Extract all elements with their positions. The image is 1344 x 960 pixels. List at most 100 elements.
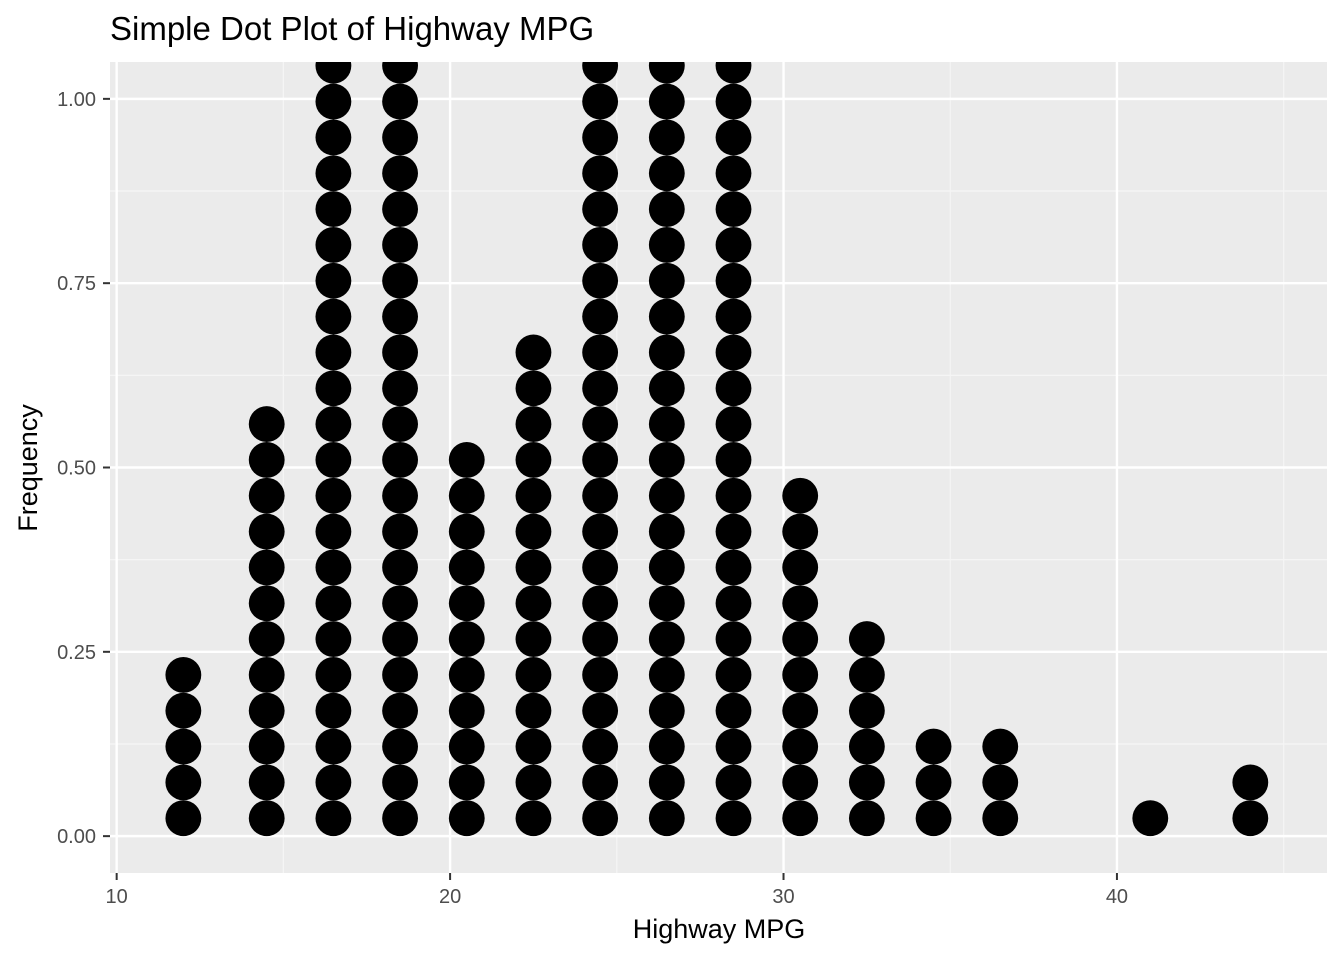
dot: [648, 800, 685, 837]
dot: [715, 441, 752, 478]
dot: [715, 298, 752, 335]
dot: [448, 585, 485, 622]
dot: [315, 370, 352, 407]
dot: [715, 227, 752, 263]
dot: [448, 656, 485, 693]
dot: [582, 513, 619, 550]
dot: [715, 549, 752, 586]
dot: [248, 728, 285, 765]
dot: [782, 585, 819, 622]
dot: [582, 83, 619, 120]
dot: [248, 585, 285, 622]
dot: [648, 728, 685, 765]
x-axis: 10 20 30 40: [106, 873, 1128, 908]
dot: [715, 262, 752, 299]
dot: [315, 477, 352, 514]
dot: [848, 621, 885, 657]
dot: [448, 764, 485, 801]
dot: [648, 513, 685, 550]
dot: [582, 370, 619, 407]
dot: [515, 585, 552, 622]
dot: [448, 477, 485, 514]
dot: [315, 549, 352, 586]
dot: [448, 621, 485, 657]
y-axis: 0.00 0.25 0.50 0.75 1.00: [57, 89, 110, 848]
dot: [582, 334, 619, 371]
dot: [648, 764, 685, 801]
dot: [382, 155, 418, 192]
dot: [315, 298, 352, 335]
dot: [715, 692, 752, 729]
dot: [315, 262, 352, 299]
dot: [382, 477, 418, 514]
y-axis-title: Frequency: [13, 404, 43, 532]
dot: [648, 227, 685, 263]
dot: [315, 585, 352, 622]
dot: [648, 62, 685, 84]
dot: [715, 656, 752, 693]
dot: [848, 764, 885, 801]
dot: [582, 549, 619, 586]
dot: [315, 119, 352, 156]
dot: [782, 477, 819, 514]
dot: [315, 513, 352, 550]
dot: [515, 764, 552, 801]
dot: [782, 513, 819, 550]
dot: [515, 370, 552, 407]
dot: [382, 298, 418, 335]
dot: [382, 764, 418, 801]
y-tick-label: 0.00: [57, 826, 96, 848]
dot: [648, 585, 685, 622]
dot: [915, 800, 952, 837]
dot: [582, 764, 619, 801]
dot: [782, 764, 819, 801]
dot: [382, 656, 418, 693]
dot: [582, 298, 619, 335]
dot: [315, 62, 352, 84]
dot: [582, 441, 619, 478]
dot: [515, 477, 552, 514]
dot: [315, 191, 352, 228]
dot: [648, 119, 685, 156]
y-tick-label: 0.50: [57, 458, 96, 480]
dot: [382, 62, 418, 84]
chart-title: Simple Dot Plot of Highway MPG: [110, 10, 594, 47]
dot: [315, 406, 352, 442]
dot: [382, 191, 418, 228]
dot: [515, 800, 552, 837]
dot: [248, 513, 285, 550]
dot: [915, 728, 952, 765]
dot: [715, 370, 752, 407]
dot: [515, 692, 552, 729]
dot: [715, 513, 752, 550]
dot: [715, 621, 752, 657]
dot: [715, 585, 752, 622]
dot: [715, 764, 752, 801]
dot: [165, 800, 202, 837]
dot: [648, 692, 685, 729]
dot: [382, 83, 418, 120]
dot: [648, 656, 685, 693]
dot: [582, 227, 619, 263]
dot: [715, 119, 752, 156]
dot: [848, 692, 885, 729]
dot: [448, 441, 485, 478]
y-tick-label: 0.75: [57, 273, 96, 295]
y-tick-label: 1.00: [57, 89, 96, 111]
dot: [648, 441, 685, 478]
dot: [782, 728, 819, 765]
dot: [515, 549, 552, 586]
x-tick-label: 30: [772, 886, 794, 908]
dot: [582, 692, 619, 729]
dot: [448, 800, 485, 837]
dot: [715, 406, 752, 442]
dot: [715, 191, 752, 228]
dot: [382, 585, 418, 622]
dot: [382, 728, 418, 765]
dot: [315, 441, 352, 478]
dot: [165, 656, 202, 693]
dot: [248, 764, 285, 801]
x-tick-label: 40: [1106, 886, 1128, 908]
dot: [248, 621, 285, 657]
